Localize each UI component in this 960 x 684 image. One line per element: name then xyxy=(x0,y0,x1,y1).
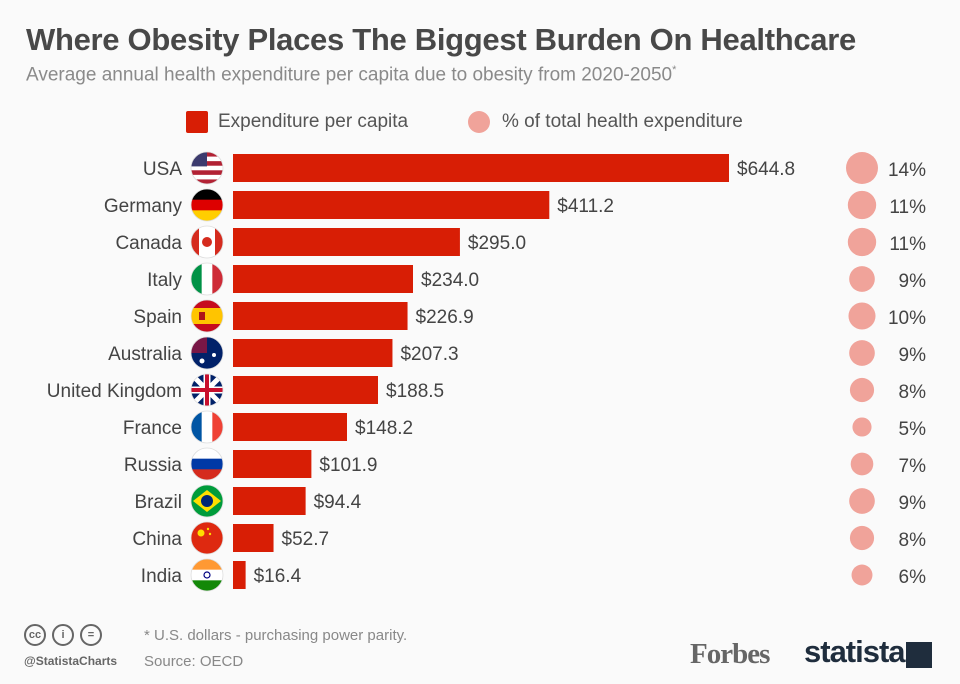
percent-circle xyxy=(850,452,874,476)
australia-flag-icon xyxy=(191,337,223,369)
percent-circle xyxy=(851,564,873,586)
statista-logo-icon xyxy=(906,642,932,668)
statista-handle: @StatistaCharts xyxy=(24,654,118,668)
category-label: Brazil xyxy=(134,492,182,513)
bar xyxy=(233,524,274,552)
no-derivatives-icon: = xyxy=(80,624,102,646)
cc-icon: cc xyxy=(24,624,46,646)
percent-circle xyxy=(849,525,875,551)
bar xyxy=(233,413,347,441)
bar-value-label: $52.7 xyxy=(282,529,330,550)
brazil-flag-icon xyxy=(191,485,223,517)
percent-label: 9% xyxy=(899,345,927,366)
percent-circle xyxy=(852,417,872,437)
legend-circle-label: % of total health expenditure xyxy=(502,111,743,132)
bar xyxy=(233,191,550,219)
france-flag-icon xyxy=(191,411,223,443)
percent-circle xyxy=(849,266,875,292)
source: Source: OECD xyxy=(144,653,244,670)
percent-label: 7% xyxy=(899,456,927,477)
percent-label: 8% xyxy=(899,530,927,551)
percent-circle xyxy=(847,227,877,257)
chart-title: Where Obesity Places The Biggest Burden … xyxy=(26,22,856,57)
legend-bar-label: Expenditure per capita xyxy=(218,111,409,132)
percent-label: 14% xyxy=(888,160,926,181)
subtitle-footnote-mark: * xyxy=(672,64,677,76)
category-label: USA xyxy=(143,159,182,180)
italy-flag-icon xyxy=(191,263,223,295)
bar-value-label: $234.0 xyxy=(421,270,479,291)
percent-label: 9% xyxy=(899,493,927,514)
legend-bar: Expenditure per capita xyxy=(186,111,408,133)
bar-value-label: $411.2 xyxy=(557,196,614,217)
bar xyxy=(233,154,729,182)
percent-label: 5% xyxy=(899,419,927,440)
category-label: Russia xyxy=(124,455,183,476)
bar-value-label: $101.9 xyxy=(319,455,377,476)
bar xyxy=(233,450,312,478)
forbes-logo: Forbes xyxy=(690,638,770,670)
percent-label: 11% xyxy=(889,197,926,218)
bar xyxy=(233,339,393,367)
category-label: Germany xyxy=(104,196,183,217)
statista-logo: statista xyxy=(804,634,906,669)
china-flag-icon xyxy=(191,522,223,554)
category-label: United Kingdom xyxy=(47,381,182,402)
footnote: * U.S. dollars - purchasing power parity… xyxy=(144,627,408,644)
bar xyxy=(233,265,413,293)
bar-value-label: $295.0 xyxy=(468,233,526,254)
percent-circle xyxy=(849,377,875,403)
bar-value-label: $644.8 xyxy=(737,159,795,180)
category-label: Australia xyxy=(108,344,182,365)
bar-value-label: $94.4 xyxy=(314,492,362,513)
bar xyxy=(233,228,460,256)
percent-label: 10% xyxy=(888,308,926,329)
percent-circle xyxy=(848,302,876,330)
percent-label: 11% xyxy=(889,234,926,255)
category-label: Italy xyxy=(147,270,182,291)
attribution-icon: i xyxy=(52,624,74,646)
percent-circle xyxy=(846,152,878,184)
bar-value-label: $16.4 xyxy=(254,566,302,587)
category-label: Canada xyxy=(115,233,182,254)
bar xyxy=(233,376,378,404)
bar-value-label: $207.3 xyxy=(400,344,458,365)
legend-bar-swatch xyxy=(186,111,208,133)
usa-flag-icon xyxy=(191,152,223,184)
bar xyxy=(233,487,306,515)
percent-label: 8% xyxy=(899,382,927,403)
india-flag-icon xyxy=(191,559,223,591)
bar-value-label: $188.5 xyxy=(386,381,444,402)
bar xyxy=(233,561,246,589)
germany-flag-icon xyxy=(191,189,223,221)
percent-circle xyxy=(847,190,877,220)
creative-commons-icons: cc i = xyxy=(24,624,102,646)
uk-flag-icon xyxy=(191,374,223,406)
category-label: China xyxy=(132,529,182,550)
percent-label: 9% xyxy=(899,271,927,292)
chart-subtitle: Average annual health expenditure per ca… xyxy=(26,64,676,86)
canada-flag-icon xyxy=(191,226,223,258)
legend-circle: % of total health expenditure xyxy=(468,111,743,133)
bar-value-label: $148.2 xyxy=(355,418,413,439)
subtitle-text: Average annual health expenditure per ca… xyxy=(26,64,673,86)
bar-value-label: $226.9 xyxy=(416,307,474,328)
percent-label: 6% xyxy=(899,567,927,588)
category-label: India xyxy=(141,566,183,587)
percent-circle xyxy=(849,488,875,514)
percent-circle xyxy=(849,340,875,366)
russia-flag-icon xyxy=(191,448,223,480)
category-label: Spain xyxy=(133,307,182,328)
category-label: France xyxy=(123,418,182,439)
legend-circle-swatch xyxy=(468,111,490,133)
bar xyxy=(233,302,408,330)
spain-flag-icon xyxy=(191,300,223,332)
